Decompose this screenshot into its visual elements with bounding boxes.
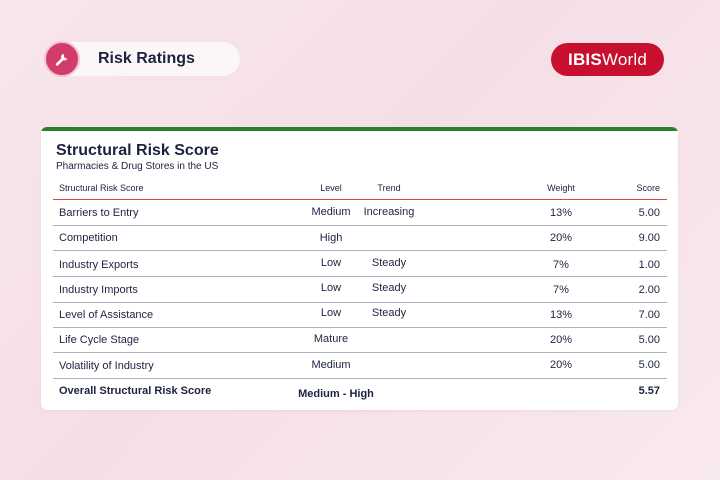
table-row: Volatility of Industry Medium 20% 5.00 [53, 353, 667, 379]
ibisworld-logo: IBIS World [551, 43, 664, 76]
table-row: Industry Exports Low Steady 7% 1.00 [53, 251, 667, 277]
row-weight: 7% [553, 259, 569, 271]
row-weight: 20% [549, 359, 573, 371]
card-title: Structural Risk Score [56, 142, 219, 159]
row-weight: 13% [549, 207, 573, 219]
col-header-level: Level [320, 183, 342, 193]
table-row: Level of Assistance Low Steady 13% 7.00 [53, 302, 667, 328]
row-name: Level of Assistance [59, 309, 154, 321]
row-name: Industry Imports [59, 284, 138, 296]
table-row: Competition High 20% 9.00 [53, 225, 667, 251]
row-level: Low [320, 257, 342, 269]
row-name: Life Cycle Stage [59, 334, 140, 346]
wrench-icon [44, 41, 80, 77]
table-header-row: Structural Risk Score Level Trend Weight… [53, 183, 667, 200]
row-weight: 20% [549, 232, 573, 244]
logo-bold-text: IBIS [568, 49, 602, 69]
row-name: Competition [59, 232, 118, 244]
col-header-weight: Weight [547, 183, 575, 193]
row-weight: 20% [549, 334, 573, 346]
row-score: 5.00 [638, 359, 660, 371]
row-score: 5.00 [638, 207, 660, 219]
row-level: Mature [313, 333, 349, 345]
total-row: Overall Structural Risk Score Medium - H… [53, 379, 667, 404]
row-weight: 7% [553, 284, 569, 296]
card-subtitle: Pharmacies & Drug Stores in the US [56, 161, 219, 172]
table-row: Barriers to Entry Medium Increasing 13% … [53, 200, 667, 226]
row-name: Industry Exports [59, 259, 139, 271]
row-level: Low [320, 307, 342, 319]
row-name: Volatility of Industry [59, 360, 154, 372]
col-header-score: Score [636, 183, 660, 193]
section-pill: Risk Ratings [44, 41, 240, 77]
row-level: High [319, 232, 343, 244]
col-header-trend: Trend [377, 183, 401, 193]
card-accent-bar [41, 127, 678, 131]
row-score: 9.00 [638, 232, 660, 244]
row-score: 2.00 [638, 284, 660, 296]
col-header-name: Structural Risk Score [59, 183, 144, 193]
row-score: 7.00 [638, 309, 660, 321]
row-weight: 13% [549, 309, 573, 321]
table-row: Industry Imports Low Steady 7% 2.00 [53, 277, 667, 303]
row-score: 5.00 [638, 334, 660, 346]
total-score: 5.57 [638, 385, 660, 397]
row-trend: Steady [371, 257, 407, 269]
row-level: Medium [311, 359, 351, 371]
logo-regular-text: World [601, 49, 647, 69]
row-trend: Steady [371, 282, 407, 294]
row-trend: Steady [371, 307, 407, 319]
row-level: Low [320, 282, 342, 294]
structural-risk-card: Structural Risk Score Pharmacies & Drug … [41, 127, 678, 410]
total-level: Medium - High [298, 388, 374, 400]
row-level: Medium [311, 206, 351, 218]
table-row: Life Cycle Stage Mature 20% 5.00 [53, 327, 667, 353]
section-title: Risk Ratings [98, 50, 195, 67]
row-trend: Increasing [363, 206, 415, 218]
row-name: Barriers to Entry [59, 207, 139, 219]
row-score: 1.00 [638, 259, 660, 271]
total-name: Overall Structural Risk Score [59, 385, 212, 397]
